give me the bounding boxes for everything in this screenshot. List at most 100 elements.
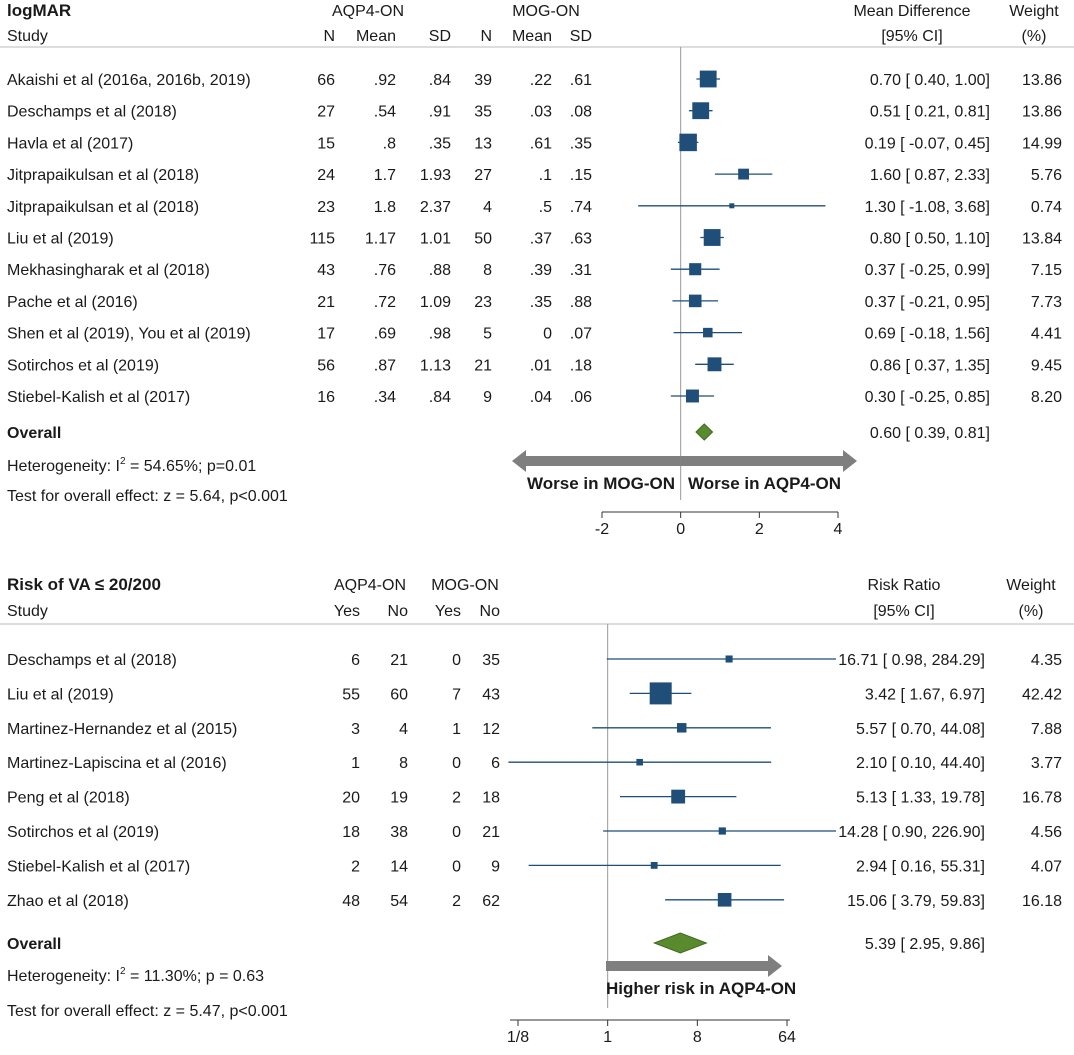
group1-header: AQP4-ON: [334, 577, 406, 594]
point-estimate-square: [692, 102, 710, 120]
group1-value: .72: [374, 294, 396, 311]
study-name: Sotirchos et al (2019): [7, 824, 159, 841]
study-header: Study: [7, 28, 48, 45]
overall-ci-text: 0.60 [ 0.39, 0.81]: [870, 425, 990, 442]
weight-unit-header: (%): [1019, 603, 1044, 620]
group2-header: MOG-ON: [512, 3, 580, 20]
arrow-left: [512, 450, 681, 472]
group1-value: 1.13: [420, 357, 451, 374]
weight-value: 4.35: [1031, 652, 1062, 669]
group2-col-header: Yes: [435, 603, 461, 620]
study-name: Liu et al (2019): [7, 231, 114, 248]
group2-col-header: SD: [570, 28, 592, 45]
effect-ci-text: 0.70 [ 0.40, 1.00]: [870, 72, 990, 89]
group1-value: 66: [317, 72, 335, 89]
point-estimate-square: [729, 203, 735, 209]
group1-value: 1.09: [420, 294, 451, 311]
group1-value: 43: [317, 262, 335, 279]
arrow-right-label: Higher risk in AQP4-ON: [606, 979, 796, 998]
group2-value: 18: [482, 790, 500, 807]
weight-value: 13.86: [1022, 72, 1062, 89]
group2-value: .04: [530, 389, 552, 406]
point-estimate-square: [636, 758, 643, 766]
overall-diamond: [652, 932, 708, 954]
group1-value: 6: [351, 652, 360, 669]
weight-value: 13.86: [1022, 104, 1062, 121]
x-tick-label: -2: [595, 521, 609, 538]
group1-value: .35: [429, 135, 451, 152]
group2-value: 13: [474, 135, 492, 152]
group2-value: 2: [452, 893, 461, 910]
study-row: Zhao et al (2018) 48 54 2 62 15.06 [ 3.79, 59…: [7, 893, 1062, 910]
group1-value: .92: [374, 72, 396, 89]
group1-value: 20: [342, 790, 360, 807]
study-row: Martinez-Hernandez et al (2015) 3 4 1 12 5.57…: [7, 721, 1062, 738]
study-row: Jitprapaikulsan et al (2018) 24 1.7 1.93 27.…: [7, 167, 1062, 184]
group1-value: 21: [317, 294, 335, 311]
group2-value: 8: [483, 262, 492, 279]
weight-value: 14.99: [1022, 135, 1062, 152]
overall-diamond: [695, 423, 714, 441]
direction-arrows: Higher risk in AQP4-ON: [606, 955, 796, 998]
group2-col-header: Mean: [512, 28, 552, 45]
effect-ci-text: 0.80 [ 0.50, 1.10]: [870, 231, 990, 248]
effect-ci-text: 15.06 [ 3.79, 59.83]: [847, 893, 985, 910]
group2-value: .39: [530, 262, 552, 279]
group1-value: 48: [342, 893, 360, 910]
arrow-right: [606, 955, 782, 977]
group2-value: .35: [570, 135, 592, 152]
study-row: Stiebel-Kalish et al (2017) 2 14 0 9 2.94 [ 0…: [7, 858, 1062, 875]
arrow-left-label: Worse in MOG-ON: [527, 474, 675, 493]
overall-label: Overall: [7, 425, 61, 442]
group1-value: 1.17: [365, 231, 396, 248]
group1-value: .91: [429, 104, 451, 121]
group1-col-header: SD: [429, 28, 451, 45]
group2-value: .61: [530, 135, 552, 152]
group1-value: 23: [317, 199, 335, 216]
group1-value: 21: [390, 652, 408, 669]
forest-panel-1: logMAR Study AQP4-ON MOG-ON N Mean SD N Mean SD Me…: [0, 1, 1074, 538]
group1-col-header: Yes: [334, 603, 360, 620]
study-row: Deschamps et al (2018) 27 .54 .91 35 .03 .08 0.…: [7, 102, 1062, 121]
point-estimate-square: [703, 229, 721, 246]
x-tick-label: 64: [778, 1029, 796, 1046]
overall-label: Overall: [7, 936, 61, 953]
group1-value: 1: [351, 755, 360, 772]
group1-value: 24: [317, 167, 335, 184]
overall-ci-text: 5.39 [ 2.95, 9.86]: [865, 936, 985, 953]
study-name: Martinez-Hernandez et al (2015): [7, 721, 237, 738]
study-name: Stiebel-Kalish et al (2017): [7, 389, 190, 406]
group2-value: 6: [491, 755, 500, 772]
weight-value: 4.41: [1031, 326, 1062, 343]
x-tick-label: 2: [755, 521, 764, 538]
group1-value: 55: [342, 686, 360, 703]
study-row: Shen et al (2019), You et al (2019) 17 .69…: [7, 326, 1062, 343]
effect-ci-text: 1.30 [ -1.08, 3.68]: [865, 199, 990, 216]
effect-header: Risk Ratio: [868, 577, 941, 594]
effect-ci-text: 5.57 [ 0.70, 44.08]: [856, 721, 985, 738]
group2-value: 23: [474, 294, 492, 311]
group1-value: .87: [374, 357, 396, 374]
weight-value: 16.18: [1022, 893, 1062, 910]
effect-ci-text: 3.42 [ 1.67, 6.97]: [865, 686, 985, 703]
point-estimate-square: [725, 655, 733, 663]
group1-value: 56: [317, 357, 335, 374]
study-row: Martinez-Lapiscina et al (2016) 1 8 0 6 2.10 …: [7, 755, 1062, 772]
group2-value: .03: [530, 104, 552, 121]
study-row: Pache et al (2016) 21 .72 1.09 23 .35 .88 0.37 …: [7, 294, 1062, 311]
group1-value: .76: [374, 262, 396, 279]
effect-ci-text: 0.69 [ -0.18, 1.56]: [865, 326, 990, 343]
group2-value: 43: [482, 686, 500, 703]
group2-value: 9: [491, 858, 500, 875]
weight-value: 3.77: [1031, 755, 1062, 772]
group1-value: 4: [399, 721, 408, 738]
panel-title: Risk of VA ≤ 20/200: [7, 575, 161, 594]
effect-ci-text: 2.10 [ 0.10, 44.40]: [856, 755, 985, 772]
weight-value: 8.20: [1031, 389, 1062, 406]
effect-ci-text: 5.13 [ 1.33, 19.78]: [856, 790, 985, 807]
study-row: Stiebel-Kalish et al (2017) 16 .34 .84 9 .04.…: [7, 389, 1062, 406]
arrow-right-label: Worse in AQP4-ON: [688, 474, 841, 493]
effect-ci-text: 0.37 [ -0.25, 0.99]: [865, 262, 990, 279]
group1-value: 8: [399, 755, 408, 772]
study-name: Deschamps et al (2018): [7, 104, 177, 121]
